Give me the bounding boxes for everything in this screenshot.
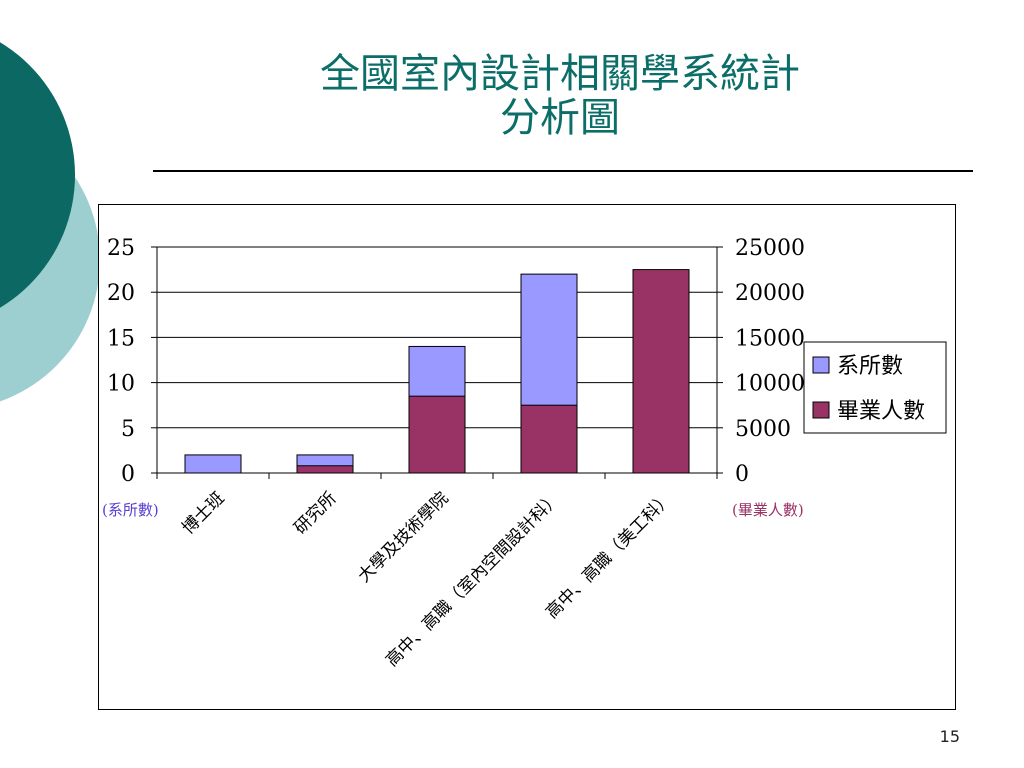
decorative-circles (0, 0, 200, 420)
left-tick-label: 15 (107, 326, 135, 351)
right-tick-label: 15000 (735, 326, 805, 351)
legend-label: 畢業人數 (837, 399, 925, 424)
title-line-2: 分析圖 (500, 95, 620, 141)
category-label: 高中、高職（室內空間設計科） (382, 488, 564, 670)
dark-circle (0, 42, 75, 308)
left-tick-label: 25 (107, 236, 135, 261)
legend-swatch (812, 401, 830, 419)
left-tick-label: 0 (121, 462, 135, 487)
left-tick-label: 5 (121, 417, 135, 442)
right-tick-label: 5000 (735, 417, 791, 442)
title-line-1: 全國室內設計相關學系統計 (320, 51, 800, 97)
chart-frame: 0 0 5 5000 10 10000 15 15000 20 20000 25 25000 博士班 研究… (98, 204, 956, 710)
category-label: 研究所 (290, 488, 340, 538)
right-tick-label: 10000 (735, 372, 805, 397)
category-label: 大學及技術學院 (354, 488, 452, 586)
left-tick-label: 20 (107, 281, 135, 306)
left-tick-label: 10 (107, 372, 135, 397)
bar-畢業人數 (632, 269, 690, 474)
right-tick-label: 20000 (735, 281, 805, 306)
bar-系所數 (184, 454, 242, 474)
left-axis-label: (系所數) (102, 501, 159, 519)
right-tick-label: 0 (735, 462, 749, 487)
category-label: 博士班 (178, 488, 228, 538)
right-tick-label: 25000 (735, 236, 805, 261)
legend-label: 系所數 (837, 354, 903, 379)
bar-畢業人數 (408, 395, 466, 474)
right-axis-label: (畢業人數) (732, 501, 804, 519)
bar-畢業人數 (296, 465, 354, 474)
page-number: 15 (939, 727, 960, 746)
category-label: 高中、高職（美工科） (542, 488, 676, 622)
legend-swatch (812, 356, 830, 374)
slide-title: 全國室內設計相關學系統計 分析圖 (150, 52, 970, 140)
bar-chart: 0 0 5 5000 10 10000 15 15000 20 20000 25 25000 博士班 研究… (102, 236, 947, 671)
title-divider (153, 170, 973, 172)
bar-畢業人數 (520, 404, 578, 474)
